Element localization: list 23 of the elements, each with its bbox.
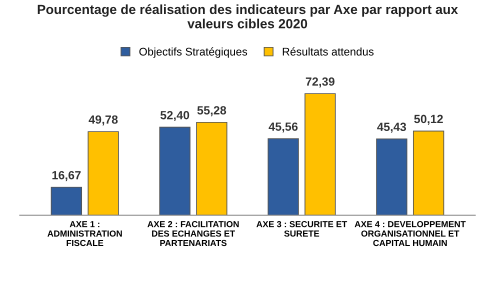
- data-label: 72,39: [306, 77, 334, 88]
- data-label: 49,78: [88, 115, 118, 126]
- chart-title: Pourcentage de réalisation des indicateurs par Axe par rapport aux valeurs cibles 2020: [38, 4, 458, 28]
- bar: [50, 186, 82, 216]
- x-tick-label: AXE 1 : ADMINISTRATION FISCALE: [47, 221, 122, 246]
- bar: [268, 138, 299, 216]
- bar: [304, 93, 336, 216]
- x-tick-label: AXE 4 : DEVELOPPEMENT ORGANISATIONNEL ET CAPITAL HUMAIN: [354, 221, 466, 246]
- bar: [376, 138, 408, 216]
- bar: [159, 126, 190, 216]
- x-tick-label: AXE 3 : SECURITE ET SURETE: [256, 221, 348, 237]
- data-label: 16,67: [52, 170, 81, 182]
- legend-label: Résultats attendus: [282, 47, 374, 56]
- data-label: 52,40: [160, 110, 190, 122]
- x-tick-label: AXE 2 : FACILITATION DES ECHANGES ET PARTENARIATS: [147, 221, 239, 246]
- legend-label: Objectifs Stratégiques: [139, 47, 248, 58]
- bar: [412, 130, 444, 216]
- data-label: 45,56: [268, 122, 298, 133]
- data-label: 50,12: [414, 114, 443, 125]
- data-label: 55,28: [197, 106, 226, 116]
- bar: [88, 131, 119, 216]
- data-label: 45,43: [377, 122, 406, 133]
- bar: [196, 122, 228, 216]
